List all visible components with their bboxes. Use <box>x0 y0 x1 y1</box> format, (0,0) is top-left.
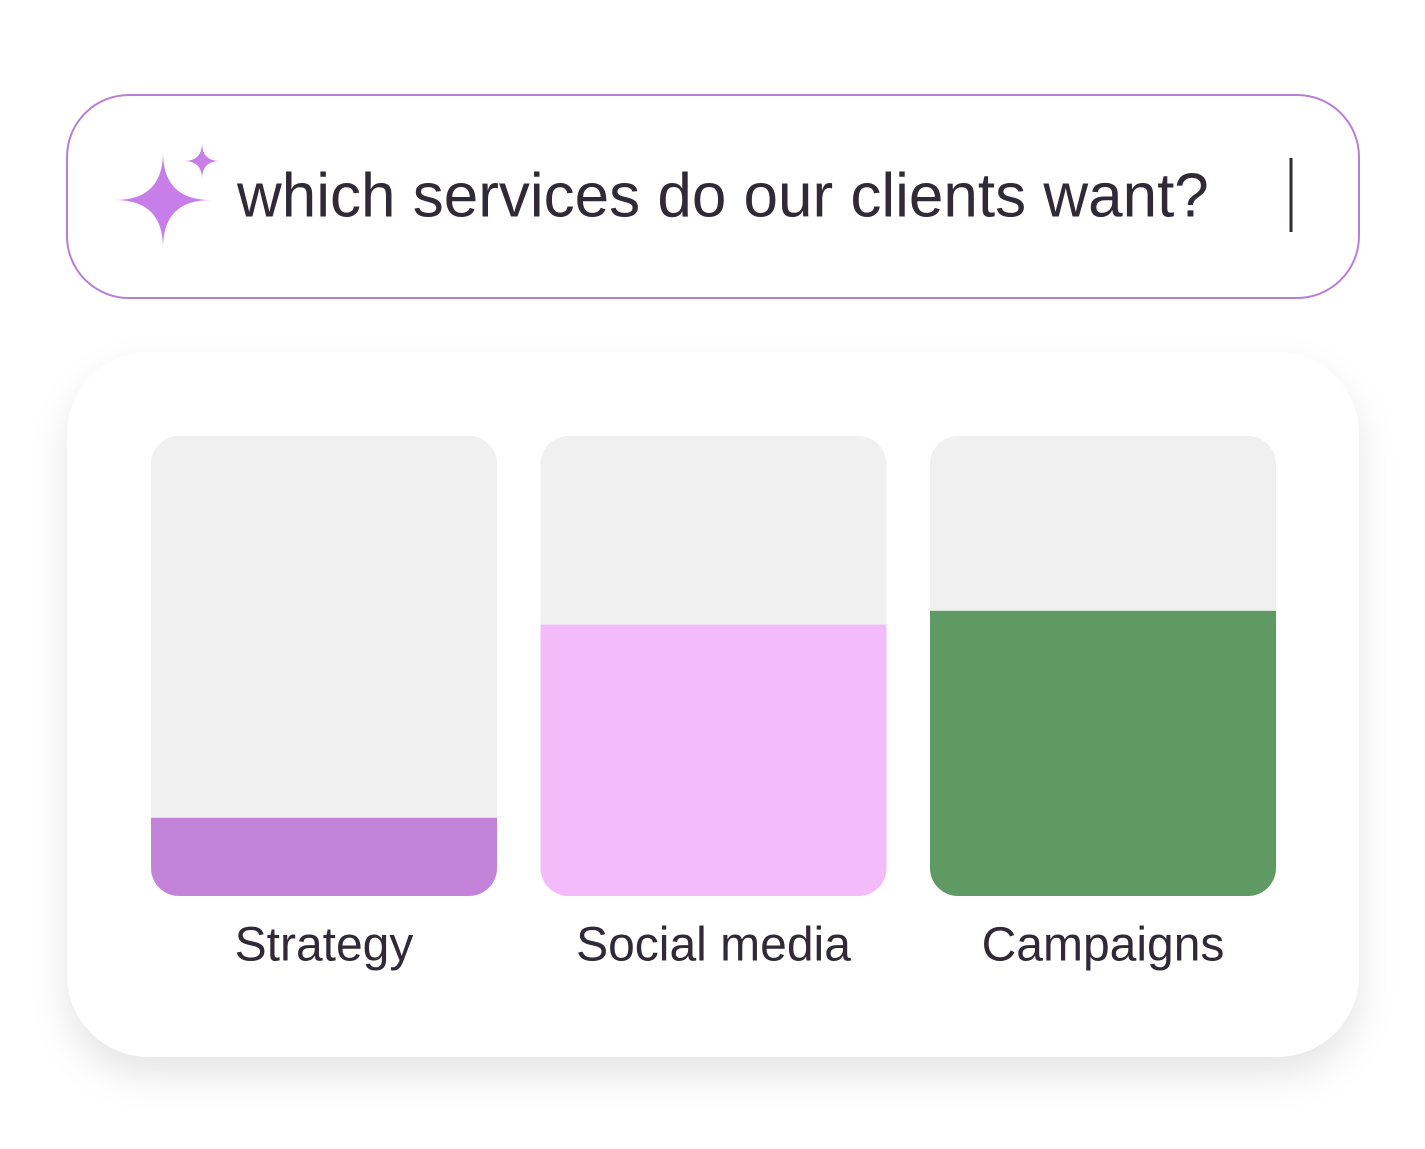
search-box[interactable]: which services do our clients want? <box>66 94 1360 299</box>
bar <box>151 817 497 896</box>
bar <box>930 610 1276 896</box>
bar-label: Strategy <box>235 919 414 972</box>
bar-label: Social media <box>576 919 851 972</box>
bar-track <box>151 436 497 896</box>
bar <box>540 624 887 896</box>
search-query[interactable]: which services do our clients want? <box>236 161 1209 230</box>
sparkle-icon <box>115 143 220 248</box>
bar-label: Campaigns <box>982 919 1225 972</box>
search-box-frame[interactable] <box>66 94 1360 299</box>
bar-chart: Strategy Social media Campaigns <box>151 436 1276 972</box>
